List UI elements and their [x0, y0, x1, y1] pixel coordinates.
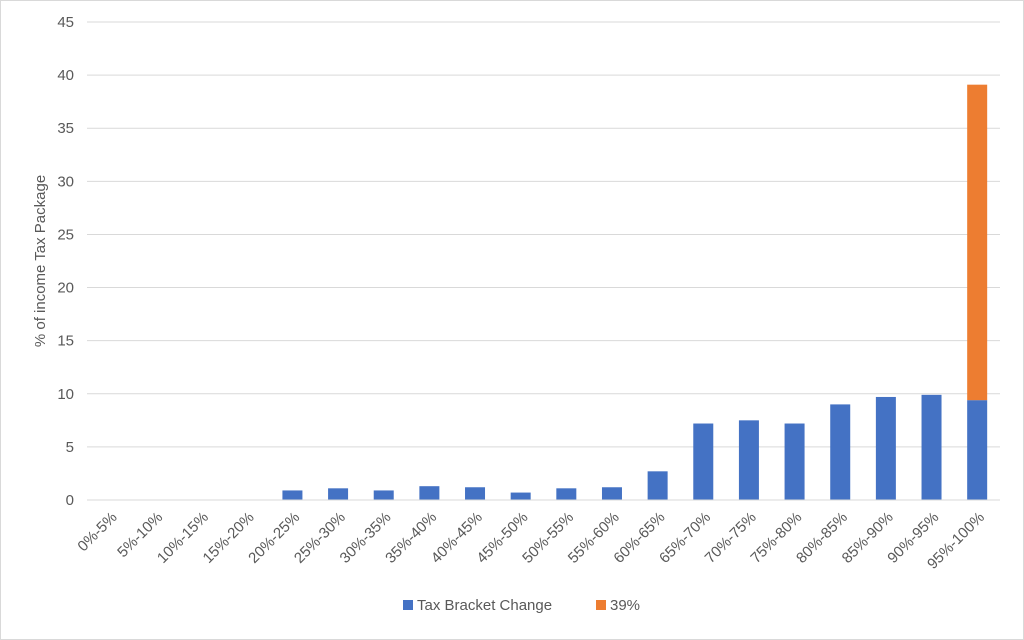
bar-tax-bracket-change-11 [601, 487, 622, 500]
legend-swatch-0 [403, 600, 413, 610]
y-tick-label: 15 [57, 333, 74, 350]
y-tick-label: 35 [57, 120, 74, 137]
bar-tax-bracket-change-8 [465, 487, 486, 500]
bar-tax-bracket-change-6 [373, 490, 394, 500]
bar-tax-bracket-change-17 [875, 396, 896, 500]
bar-tax-bracket-change-19 [967, 400, 988, 500]
y-tick-label: 25 [57, 226, 74, 243]
x-axis-ticks: 0%-5%5%-10%10%-15%15%-20%20%-25%25%-30%3… [74, 509, 988, 573]
bar-tax-bracket-change-18 [921, 394, 942, 500]
y-tick-label: 20 [57, 280, 74, 297]
grid-lines [87, 21, 1000, 448]
bar-tax-bracket-change-10 [556, 488, 577, 500]
y-tick-label: 45 [57, 14, 74, 31]
bar-tax-bracket-change-14 [738, 420, 759, 500]
bar-tax-bracket-change-5 [328, 488, 349, 500]
y-tick-label: 40 [57, 67, 74, 84]
legend-swatch-1 [596, 600, 606, 610]
y-tick-label: 30 [57, 173, 74, 190]
bar-tax-bracket-change-7 [419, 486, 440, 500]
legend-label-1: 39% [610, 597, 640, 614]
y-axis-ticks: 0 5 10 15 20 25 30 35 40 45 [57, 14, 74, 509]
legend: Tax Bracket Change 39% [403, 597, 640, 614]
legend-label-0: Tax Bracket Change [417, 597, 552, 614]
bar-tax-bracket-change-16 [830, 404, 851, 500]
y-tick-label: 0 [66, 492, 74, 509]
bar-series-39-19 [967, 84, 988, 401]
y-tick-label: 10 [57, 386, 74, 403]
bar-tax-bracket-change-4 [282, 490, 303, 500]
bar-tax-bracket-change-9 [510, 492, 531, 500]
bar-tax-bracket-change-12 [647, 471, 668, 500]
bars [282, 84, 988, 500]
y-axis-title: % of income Tax Package [32, 175, 49, 347]
bar-tax-bracket-change-15 [784, 423, 805, 500]
y-tick-label: 5 [66, 439, 74, 456]
bar-tax-bracket-change-13 [693, 423, 714, 500]
